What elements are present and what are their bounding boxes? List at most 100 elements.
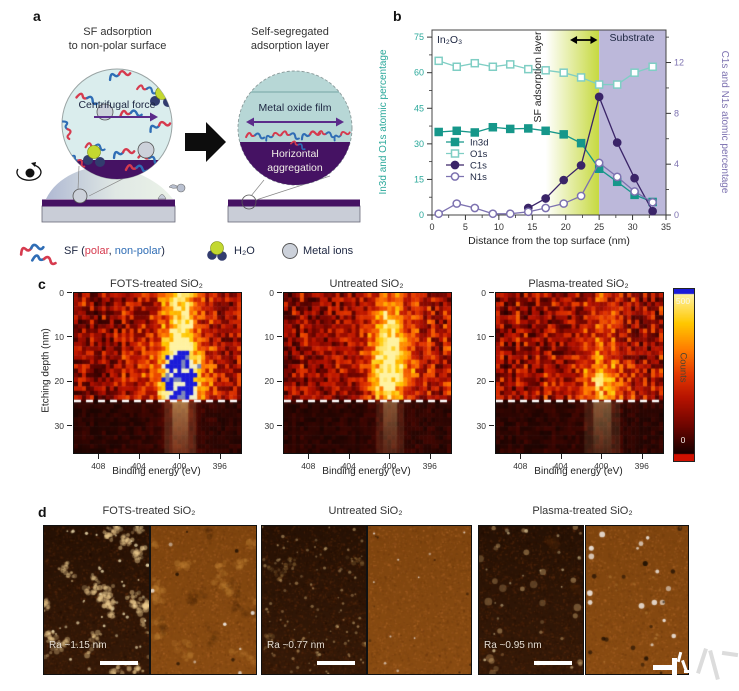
svg-text:35: 35 [661,222,671,232]
tick-label: 20 [54,376,64,387]
tick-label: 20 [476,376,486,387]
heatmap-fots [73,292,242,454]
tick-mark [641,454,643,459]
tick-label: 408 [301,461,316,471]
svg-text:8: 8 [674,108,679,118]
tick-mark [67,292,72,293]
afm-title-plasma: Plasma-treated SiO₂ [532,505,633,517]
tick-label: 0 [269,287,274,298]
water-cluster [83,145,105,167]
svg-text:75: 75 [414,32,424,42]
metal-oxide-film-label: Metal oxide film [258,102,332,114]
tick-label: 408 [513,461,528,471]
svg-text:4: 4 [674,159,679,169]
svg-text:15: 15 [414,174,424,184]
tick-label: 396 [634,461,649,471]
centrifugal-arrow [94,112,158,122]
svg-text:In3d: In3d [470,138,489,149]
tick-label: 400 [594,461,609,471]
tick-label: 404 [341,461,356,471]
svg-text:30: 30 [414,139,424,149]
polar-label: polar [84,245,109,257]
tick-label: 408 [91,461,106,471]
svg-text:5: 5 [463,222,468,232]
tick-label: 10 [264,331,274,342]
svg-text:Substrate: Substrate [610,32,655,44]
tick-mark [67,336,72,338]
heatmap-untreated [283,292,452,454]
svg-text:Distance from the top surface: Distance from the top surface (nm) [468,235,630,247]
tick-mark [389,454,391,459]
panel-d-label: d [38,504,47,520]
water-legend-label: H₂O [234,245,255,257]
tick-label: 400 [172,461,187,471]
afm-phase-untreated [367,525,472,675]
tick-label: 10 [476,331,486,342]
panel-c-label: c [38,276,46,292]
ra-label-plasma: Ra ~0.95 nm [484,640,542,651]
film-extent-arrow [246,117,344,127]
svg-text:45: 45 [414,103,424,113]
metal-ion-icon [282,243,298,259]
xps-depth-profile-chart: 0 5 10 15 20 25 30 350153045607504812In3dO1sC1s… [378,29,730,247]
tick-mark [560,454,562,459]
panel-a: a [0,0,370,270]
tick-mark [179,454,181,459]
binding-energy-axis-label-1: Binding energy (eV) [112,466,201,477]
heatmap-title-untreated: Untreated SiO₂ [329,278,404,290]
coated-substrate-schematic [227,175,361,223]
tick-mark [348,454,350,459]
left-magnifier-circle [61,68,173,180]
tick-label: 30 [54,420,64,431]
svg-text:0: 0 [429,222,434,232]
tick-label: 30 [264,420,274,431]
heatmap-title-fots: FOTS-treated SiO₂ [110,278,203,290]
tick-label: 0 [59,287,64,298]
scale-bar-plasma [534,661,572,665]
tick-mark [489,292,494,293]
tick-mark [67,380,72,382]
svg-text:60: 60 [414,68,424,78]
afm-phase-fots [150,525,257,675]
colorbar-title: Counts [677,352,689,383]
droplet-icon [157,183,186,200]
tick-label: 400 [382,461,397,471]
tick-mark [429,454,431,459]
tick-label: 404 [553,461,568,471]
tick-label: 404 [131,461,146,471]
panel-c: c FOTS-treated SiO₂ Untreated SiO₂ Plasm… [0,270,739,480]
afm-height-plasma [478,525,584,675]
svg-text:C1s and N1s atomic percentage: C1s and N1s atomic percentage [719,51,730,194]
right-scheme-title: Self-segregated adsorption layer [250,26,330,52]
svg-text:12: 12 [674,58,684,68]
sf-legend-label: SF (polar, non-polar) [64,245,165,257]
tick-mark [489,380,494,382]
tick-mark [489,336,494,338]
svg-text:0: 0 [419,210,424,220]
tick-label: 0 [481,287,486,298]
tick-mark [219,454,221,459]
panel-a-label: a [33,8,41,24]
tick-label: 30 [476,420,486,431]
svg-text:20: 20 [561,222,571,232]
left-scheme-title: SF adsorption to non-polar surface [68,26,167,52]
tick-mark [98,454,100,459]
panel-a-schematic [16,68,361,266]
tick-mark [67,425,72,427]
svg-text:15: 15 [527,222,537,232]
water-molecule-icon [207,241,227,261]
horizontal-aggregation-label: Horizontal aggregation [267,148,323,174]
colorbar-min-label: 0 [680,435,686,445]
afm-title-fots: FOTS-treated SiO₂ [102,505,196,517]
rotation-icon [16,162,42,181]
tick-label: 396 [422,461,437,471]
svg-text:30: 30 [628,222,638,232]
svg-text:25: 25 [594,222,604,232]
scale-bar-untreated [317,661,355,665]
afm-height-fots [43,525,150,675]
binding-energy-axis-label-2: Binding energy (eV) [322,466,411,477]
tick-label: 396 [212,461,227,471]
tick-mark [489,425,494,427]
tick-mark [277,425,282,427]
